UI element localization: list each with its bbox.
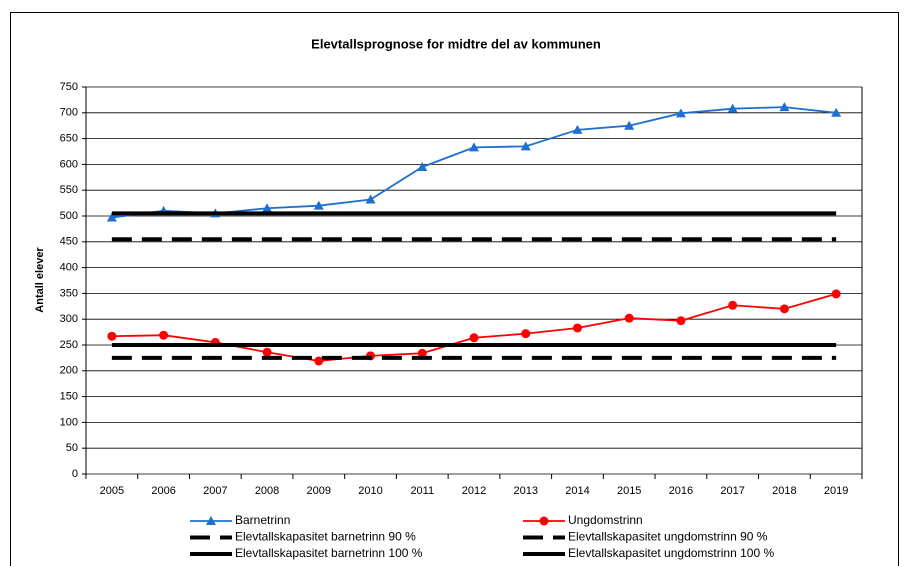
data-point	[521, 329, 531, 339]
data-point	[727, 103, 738, 113]
data-point	[572, 323, 582, 333]
data-point	[314, 356, 324, 366]
data-point	[572, 124, 583, 134]
data-point	[262, 347, 272, 357]
data-point	[831, 289, 841, 299]
y-tick-label: 50	[66, 442, 78, 454]
x-tick-label: 2016	[669, 485, 693, 497]
y-tick-label: 600	[60, 158, 78, 170]
x-tick-label: 2008	[255, 485, 279, 497]
data-point	[624, 313, 634, 323]
x-tick-label: 2015	[617, 485, 641, 497]
legend-marker	[539, 516, 549, 526]
data-point	[728, 300, 738, 310]
legend-label: Ungdomstrinn	[568, 513, 643, 527]
legend-marker	[206, 516, 216, 525]
y-tick-label: 200	[60, 365, 78, 377]
x-tick-label: 2017	[720, 485, 744, 497]
legend-label: Elevtallskapasitet ungdomstrinn 90 %	[568, 530, 768, 544]
legend-label: Elevtallskapasitet barnetrinn 90 %	[235, 530, 416, 544]
x-tick-label: 2013	[513, 485, 537, 497]
x-tick-label: 2012	[462, 485, 486, 497]
x-tick-label: 2011	[410, 485, 434, 497]
y-tick-label: 150	[60, 391, 78, 403]
x-tick-label: 2007	[203, 485, 227, 497]
y-tick-label: 400	[60, 262, 78, 274]
chart-frame	[10, 12, 899, 566]
data-point	[417, 161, 428, 171]
y-tick-label: 500	[60, 210, 78, 222]
data-point	[469, 142, 479, 152]
data-point	[365, 194, 376, 204]
y-tick-label: 650	[60, 133, 78, 145]
data-point	[262, 203, 273, 213]
data-point	[313, 200, 324, 210]
data-point	[779, 102, 790, 112]
data-point	[106, 212, 117, 222]
x-tick-label: 2010	[358, 485, 382, 497]
y-tick-label: 350	[60, 287, 78, 299]
y-tick-label: 550	[60, 184, 78, 196]
data-point	[417, 348, 427, 358]
data-point	[107, 331, 117, 341]
chart-title: Elevtallsprognose for midtre del av komm…	[311, 36, 601, 51]
y-tick-label: 750	[60, 81, 78, 93]
x-tick-label: 2014	[565, 485, 589, 497]
y-tick-label: 700	[60, 107, 78, 119]
data-point	[624, 120, 635, 130]
y-tick-label: 450	[60, 236, 78, 248]
y-tick-label: 0	[72, 468, 78, 480]
data-point	[469, 333, 479, 343]
data-point	[520, 141, 531, 151]
x-tick-label: 2005	[100, 485, 124, 497]
x-tick-label: 2019	[824, 485, 848, 497]
y-tick-label: 250	[60, 339, 78, 351]
data-point	[831, 107, 842, 117]
x-tick-label: 2009	[307, 485, 331, 497]
data-point	[675, 108, 686, 118]
y-axis-label: Antall elever	[34, 247, 46, 313]
x-tick-label: 2006	[151, 485, 175, 497]
x-tick-label: 2018	[772, 485, 796, 497]
y-tick-label: 300	[60, 313, 78, 325]
data-point	[676, 316, 686, 326]
y-tick-label: 100	[60, 416, 78, 428]
data-point	[779, 304, 789, 314]
legend-label: Elevtallskapasitet barnetrinn 100 %	[235, 546, 423, 560]
data-point	[159, 330, 169, 340]
legend-label: Barnetrinn	[235, 513, 290, 527]
legend-label: Elevtallskapasitet ungdomstrinn 100 %	[568, 546, 774, 560]
